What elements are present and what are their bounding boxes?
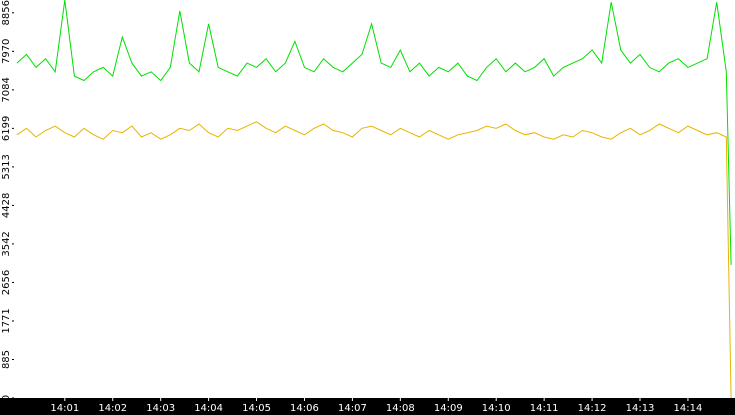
series-line [16, 0, 732, 265]
x-tick-label: 14:02 [98, 403, 127, 414]
x-tick-label: 14:04 [194, 403, 223, 414]
y-tick-label: 4428 [1, 193, 12, 218]
x-tick-label: 14:06 [290, 403, 319, 414]
y-tick-label: 7970 [1, 39, 12, 64]
y-tick-label: 7084 [1, 77, 12, 102]
y-tick-label: 1771 [1, 308, 12, 333]
x-tick-label: 14:07 [338, 403, 367, 414]
x-tick-label: 14:14 [674, 403, 703, 414]
x-tick-label: 14:03 [146, 403, 175, 414]
y-tick-label: 5313 [1, 154, 12, 179]
x-tick-label: 14:08 [386, 403, 415, 414]
x-tick-label: 14:05 [242, 403, 271, 414]
series-line [16, 121, 732, 399]
x-tick-label: 14:09 [434, 403, 463, 414]
x-tick-label: 14:13 [626, 403, 655, 414]
y-tick-label: 8856 [1, 0, 12, 25]
y-tick-label: 3542 [1, 231, 12, 256]
x-tick-label: 14:11 [530, 403, 559, 414]
x-tick-label: 14:10 [482, 403, 511, 414]
y-tick-label: 885 [1, 350, 12, 369]
y-tick-label: 2656 [1, 270, 12, 295]
y-tick-label: 0 [1, 395, 12, 401]
x-tick-label: 14:01 [50, 403, 79, 414]
x-tick-label: 14:12 [578, 403, 607, 414]
x-axis-band [0, 398, 735, 415]
y-tick-label: 6199 [1, 116, 12, 141]
